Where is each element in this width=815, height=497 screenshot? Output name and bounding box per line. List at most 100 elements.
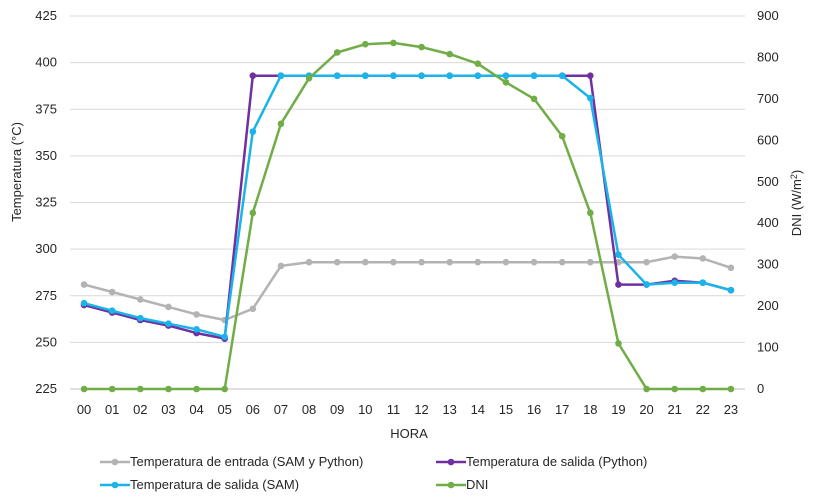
gridlines	[70, 15, 745, 390]
y-tick-label: 375	[35, 101, 57, 116]
series	[80, 72, 735, 342]
x-tick-label: 08	[302, 402, 316, 417]
legend-label: DNI	[466, 477, 488, 492]
tick-labels: 2252502753003253503754004250100200300400…	[35, 8, 778, 417]
data-point	[446, 72, 453, 79]
data-point	[165, 320, 172, 328]
data-point	[362, 72, 369, 79]
series-line	[83, 74, 732, 340]
x-tick-label: 22	[696, 402, 710, 417]
y2-axis-title-end: )	[789, 170, 804, 174]
x-tick-label: 16	[527, 402, 541, 417]
data-point	[249, 209, 257, 217]
data-point	[193, 326, 200, 333]
data-point	[277, 72, 285, 79]
data-point	[502, 258, 510, 266]
y2-axis-title: DNI (W/m2)	[789, 170, 804, 236]
series-line	[83, 255, 732, 322]
data-point	[671, 253, 678, 260]
legend-label: Temperatura de entrada (SAM y Python)	[130, 454, 363, 469]
data-point	[615, 340, 622, 347]
data-point	[727, 385, 735, 393]
data-point	[446, 50, 453, 58]
y2-tick-label: 200	[757, 298, 779, 313]
legend-marker	[111, 458, 119, 466]
data-point	[249, 128, 257, 135]
series-layer	[80, 39, 735, 393]
y2-tick-label: 100	[757, 340, 779, 355]
legend-item: DNI	[436, 477, 488, 492]
data-point	[530, 72, 538, 79]
y-tick-label: 325	[35, 195, 57, 210]
y2-tick-label: 900	[757, 8, 779, 23]
x-tick-label: 11	[387, 402, 401, 417]
data-point	[699, 279, 707, 286]
series	[80, 39, 735, 393]
legend-marker	[447, 481, 455, 489]
data-point	[108, 288, 116, 296]
data-point	[587, 72, 594, 79]
x-tick-label: 00	[77, 402, 91, 417]
legend-item: Temperatura de salida (SAM)	[100, 477, 299, 492]
data-point	[643, 258, 650, 266]
x-tick-label: 17	[555, 402, 569, 417]
legend: Temperatura de entrada (SAM y Python) Tem…	[100, 454, 647, 492]
x-tick-label: 09	[330, 402, 344, 417]
y2-tick-label: 700	[757, 91, 779, 106]
data-point	[587, 258, 594, 266]
data-point	[277, 262, 285, 270]
x-tick-label: 13	[442, 402, 456, 417]
x-tick-label: 18	[583, 402, 597, 417]
y-tick-label: 350	[35, 148, 57, 163]
data-point	[530, 95, 538, 103]
data-point	[108, 385, 116, 393]
data-point	[165, 385, 172, 393]
y2-axis-title-superscript: 2	[789, 174, 799, 179]
y2-tick-label: 600	[757, 132, 779, 147]
legend-item: Temperatura de entrada (SAM y Python)	[100, 454, 363, 469]
x-tick-label: 15	[499, 402, 513, 417]
y-tick-label: 300	[35, 241, 57, 256]
data-point	[615, 251, 622, 259]
x-tick-label: 20	[639, 402, 653, 417]
x-tick-label: 06	[246, 402, 260, 417]
data-point	[587, 94, 594, 102]
series-line	[83, 74, 732, 339]
data-point	[558, 132, 566, 140]
legend-marker	[111, 481, 119, 489]
x-tick-label: 14	[471, 402, 485, 417]
legend-label: Temperatura de salida (Python)	[466, 454, 647, 469]
x-tick-label: 23	[724, 402, 738, 417]
series-line	[84, 41, 731, 391]
data-point	[615, 281, 622, 288]
data-point	[671, 385, 678, 393]
data-point	[502, 79, 510, 86]
x-tick-label: 01	[105, 402, 119, 417]
series	[80, 72, 735, 341]
y-tick-label: 225	[35, 381, 57, 396]
data-point	[193, 385, 200, 393]
y-tick-label: 275	[35, 288, 57, 303]
data-point	[333, 258, 341, 266]
y-tick-label: 400	[35, 55, 57, 70]
data-point	[587, 209, 594, 217]
data-point	[530, 258, 538, 266]
data-point	[333, 72, 341, 79]
y2-tick-label: 300	[757, 257, 779, 272]
y2-tick-label: 500	[757, 174, 779, 189]
data-point	[699, 385, 707, 393]
y2-tick-label: 0	[757, 381, 764, 396]
data-point	[80, 385, 88, 393]
data-point	[221, 385, 228, 393]
y-tick-label: 425	[35, 8, 57, 23]
data-point	[362, 40, 369, 48]
data-point	[137, 314, 144, 322]
y2-tick-label: 400	[757, 215, 779, 230]
data-point	[418, 258, 425, 266]
y-axis-title: Temperatura (°C)	[9, 122, 24, 222]
x-axis-title: HORA	[390, 426, 428, 441]
x-tick-label: 19	[611, 402, 625, 417]
data-point	[558, 72, 566, 79]
data-point	[558, 258, 566, 266]
